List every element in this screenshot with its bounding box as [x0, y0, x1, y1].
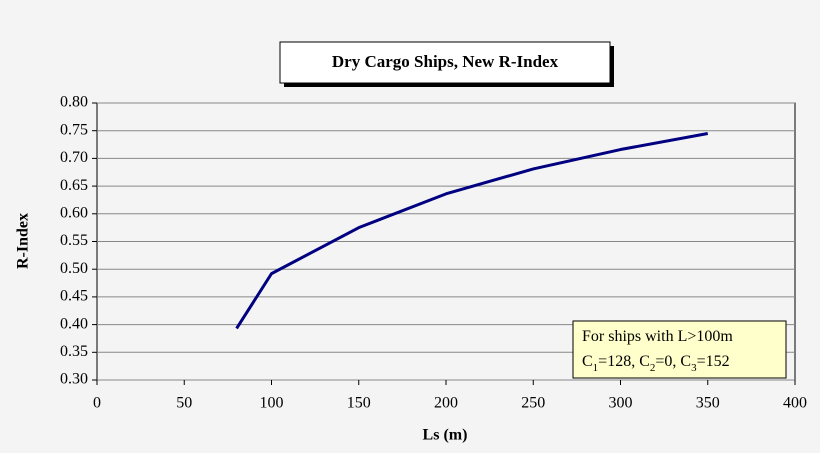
- y-tick-label: 0.65: [60, 177, 88, 194]
- x-tick-label: 100: [260, 395, 284, 412]
- chart-title: Dry Cargo Ships, New R-Index: [332, 52, 559, 71]
- x-tick-label: 0: [93, 395, 101, 412]
- y-tick-label: 0.30: [60, 371, 88, 388]
- x-tick-label: 150: [347, 395, 371, 412]
- annotation-box: [572, 320, 787, 379]
- x-tick-label: 200: [434, 395, 458, 412]
- y-tick-label: 0.50: [60, 260, 88, 277]
- x-axis-label: Ls (m): [423, 427, 468, 444]
- annotation-subscript: 2: [650, 362, 656, 374]
- annotation-part: =152: [697, 353, 730, 370]
- title-box: [279, 41, 611, 84]
- y-tick-label: 0.45: [60, 288, 88, 305]
- annotation-text: C1=128, C2=0, C3=152: [582, 353, 730, 374]
- y-tick-label: 0.70: [60, 149, 88, 166]
- annotation-part: C: [582, 353, 593, 370]
- y-tick-label: 0.55: [60, 232, 88, 249]
- annotation-subscript: 1: [593, 362, 599, 374]
- y-tick-label: 0.75: [60, 121, 88, 138]
- annotation-part: =0, C: [655, 353, 691, 370]
- annotation-part: For ships with L>100m: [582, 328, 733, 345]
- x-tick-label: 50: [176, 395, 192, 412]
- annotation-text: For ships with L>100m: [582, 328, 733, 345]
- y-tick-label: 0.80: [60, 94, 88, 111]
- y-tick-label: 0.40: [60, 315, 88, 332]
- x-tick-label: 300: [609, 395, 633, 412]
- y-tick-label: 0.35: [60, 343, 88, 360]
- x-tick-label: 250: [521, 395, 545, 412]
- data-line: [235, 131, 709, 330]
- annotation-subscript: 3: [691, 362, 697, 374]
- y-axis-label: R-Index: [15, 213, 32, 269]
- y-tick-label: 0.60: [60, 204, 88, 221]
- annotation-part: =128, C: [598, 353, 650, 370]
- x-tick-label: 400: [783, 395, 807, 412]
- x-tick-label: 350: [696, 395, 720, 412]
